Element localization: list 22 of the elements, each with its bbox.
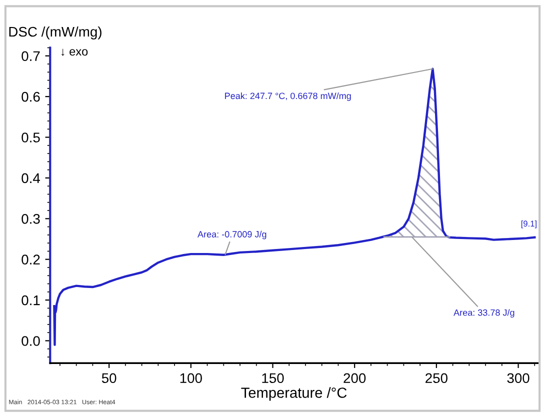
annotation: ↓ exo: [61, 48, 88, 56]
y-tick-label: 0.4: [22, 173, 40, 184]
annotation: Area: 33.78 J/g: [454, 309, 514, 318]
annotation: [9.1]: [521, 220, 536, 228]
y-axis-title: DSC /(mW/mg): [9, 26, 102, 40]
y-tick-label: 0.1: [22, 295, 40, 306]
line-series: [53, 68, 536, 346]
x-axis-title: Temperature /°C: [241, 387, 347, 401]
x-tick-label: 250: [426, 373, 448, 384]
y-tick-label: 0.2: [22, 254, 40, 265]
annotation: Area: -0.7009 J/g: [198, 230, 266, 240]
x-tick-label: 100: [180, 373, 202, 384]
y-tick-label: 0.0: [22, 336, 40, 346]
annotation: Peak: 247.7 °C, 0.6678 mW/mg: [225, 92, 351, 101]
x-tick-label: 300: [507, 373, 530, 384]
y-tick-label: 0.3: [22, 214, 40, 224]
x-tick-label: 200: [344, 373, 366, 384]
x-tick-label: 50: [102, 373, 116, 384]
y-tick-label: 0.7: [22, 51, 40, 62]
y-tick-label: 0.5: [22, 132, 40, 142]
y-tick-label: 0.6: [22, 92, 40, 102]
x-tick-label: 150: [262, 373, 284, 384]
